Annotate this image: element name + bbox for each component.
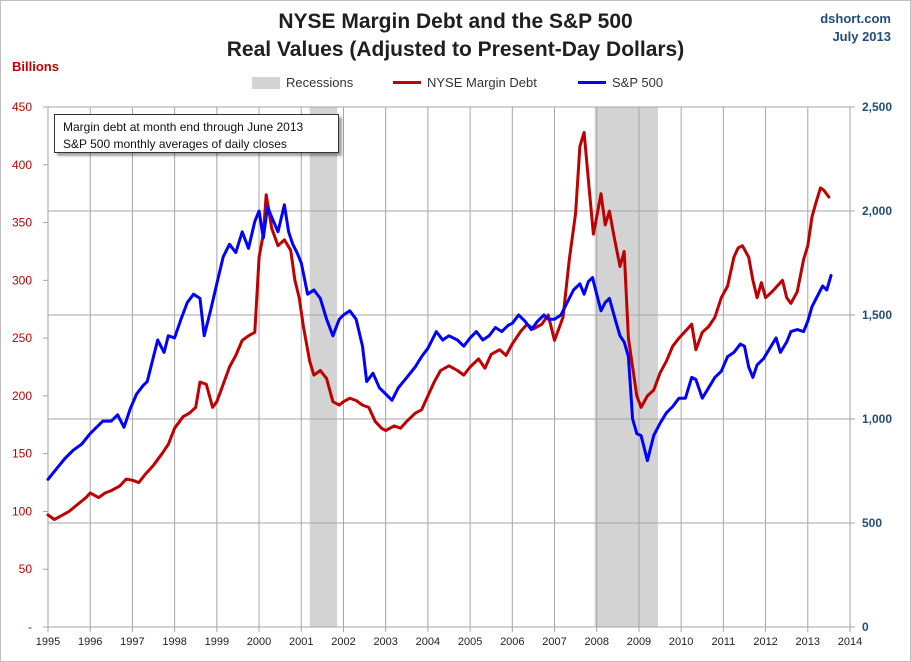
legend-swatch-sp500 xyxy=(578,81,606,84)
x-tick-label: 2000 xyxy=(247,636,271,648)
right-tick-label: 2,500 xyxy=(862,100,892,114)
left-tick-label: 100 xyxy=(12,504,32,518)
legend-label-sp500: S&P 500 xyxy=(612,75,664,90)
note-line-2: S&P 500 monthly averages of daily closes xyxy=(63,137,287,151)
x-tick-label: 2003 xyxy=(373,636,397,648)
legend-label-recessions: Recessions xyxy=(286,75,354,90)
series-margin-debt-line xyxy=(46,130,831,521)
legend-label-margin-debt: NYSE Margin Debt xyxy=(427,75,537,90)
x-tick-label: 2012 xyxy=(753,636,777,648)
legend-item-margin-debt: NYSE Margin Debt xyxy=(393,75,537,90)
note-box: Margin debt at month end through June 20… xyxy=(54,114,339,153)
x-tick-label: 2010 xyxy=(669,636,693,648)
right-tick-label: 1,000 xyxy=(862,412,892,426)
x-tick-label: 2005 xyxy=(458,636,482,648)
legend-swatch-margin-debt xyxy=(393,81,421,84)
x-tick-label: 2001 xyxy=(289,636,313,648)
recession-band-2 xyxy=(594,107,658,627)
x-tick-label: 1996 xyxy=(78,636,102,648)
x-tick-label: 2009 xyxy=(627,636,651,648)
x-tick-label: 1995 xyxy=(36,636,60,648)
x-tick-label: 2011 xyxy=(712,636,736,648)
x-tick-label: 2013 xyxy=(796,636,820,648)
recession-band-1 xyxy=(309,107,338,627)
left-axis-unit: Billions xyxy=(12,59,59,74)
x-tick-label: 2014 xyxy=(838,636,862,648)
left-tick-label: 150 xyxy=(12,447,32,461)
left-tick-label: 450 xyxy=(12,100,32,114)
legend-item-sp500: S&P 500 xyxy=(578,75,663,90)
note-line-1: Margin debt at month end through June 20… xyxy=(63,120,304,134)
legend-item-recessions: Recessions xyxy=(252,75,353,90)
left-tick-label: 300 xyxy=(12,273,32,287)
x-tick-label: 2004 xyxy=(416,636,440,648)
left-tick-label: 250 xyxy=(12,331,32,345)
left-tick-label: 50 xyxy=(19,562,33,576)
legend: Recessions NYSE Margin Debt S&P 500 xyxy=(0,75,911,93)
series-sp500-line xyxy=(46,203,833,481)
right-tick-label: 1,500 xyxy=(862,308,892,322)
x-tick-label: 1998 xyxy=(162,636,186,648)
x-tick-label: 1999 xyxy=(205,636,229,648)
x-tick-label: 2002 xyxy=(331,636,355,648)
x-tick-label: 1997 xyxy=(120,636,144,648)
source-label: dshort.com xyxy=(820,11,891,26)
right-tick-label: 0 xyxy=(862,620,869,634)
source-date: July 2013 xyxy=(832,29,891,44)
left-tick-label: 200 xyxy=(12,389,32,403)
chart-title: NYSE Margin Debt and the S&P 500 xyxy=(278,10,633,33)
legend-swatch-recessions xyxy=(252,76,280,89)
left-tick-label: - xyxy=(28,620,32,634)
right-tick-label: 2,000 xyxy=(862,204,892,218)
plot-border xyxy=(47,106,851,628)
left-tick-label: 400 xyxy=(12,158,32,172)
left-tick-label: 350 xyxy=(12,216,32,230)
chart-subtitle: Real Values (Adjusted to Present-Day Dol… xyxy=(226,38,685,61)
x-tick-label: 2006 xyxy=(500,636,524,648)
x-tick-label: 2007 xyxy=(542,636,566,648)
right-tick-label: 500 xyxy=(862,516,882,530)
x-tick-label: 2008 xyxy=(584,636,608,648)
